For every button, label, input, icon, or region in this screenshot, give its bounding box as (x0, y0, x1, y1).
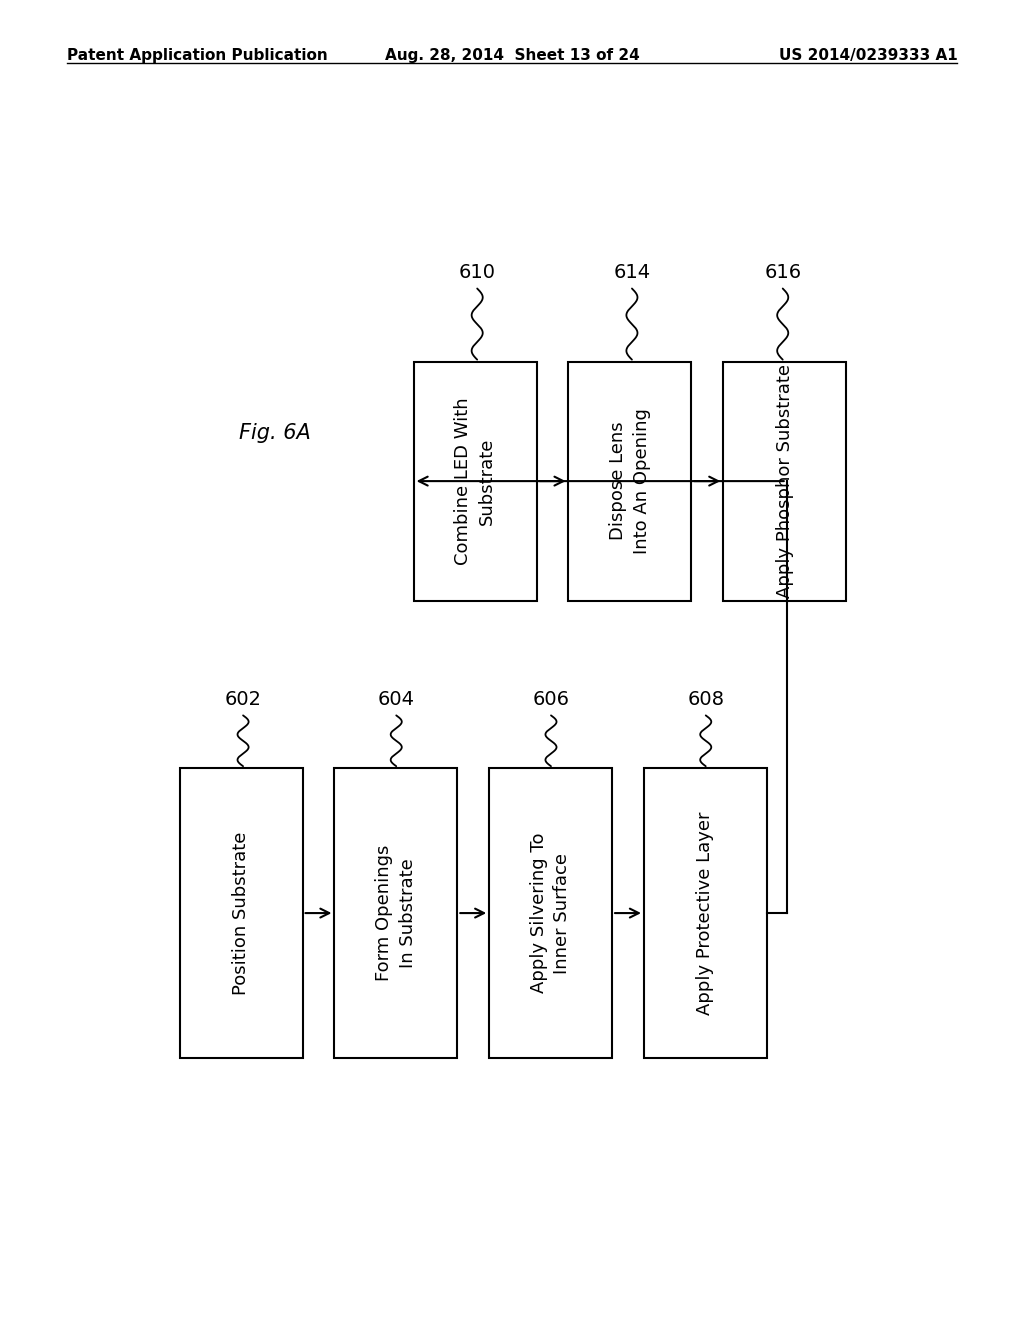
Bar (334, 768, 458, 1057)
Text: Position Substrate: Position Substrate (232, 832, 250, 995)
Text: Combine LED With
Substrate: Combine LED With Substrate (455, 397, 496, 565)
Text: Apply Silvering To
Inner Surface: Apply Silvering To Inner Surface (529, 833, 571, 994)
Text: 616: 616 (764, 264, 802, 282)
Bar (568, 362, 691, 601)
Text: Apply Protective Layer: Apply Protective Layer (696, 812, 715, 1015)
Text: 614: 614 (613, 264, 650, 282)
Text: Fig. 6A: Fig. 6A (240, 422, 311, 442)
Text: Aug. 28, 2014  Sheet 13 of 24: Aug. 28, 2014 Sheet 13 of 24 (385, 48, 639, 62)
Bar (644, 768, 767, 1057)
Text: 606: 606 (532, 690, 569, 709)
Text: 610: 610 (459, 264, 496, 282)
Bar (723, 362, 846, 601)
Bar (179, 768, 303, 1057)
Bar (414, 362, 537, 601)
Text: Apply Phosphor Substrate: Apply Phosphor Substrate (776, 364, 794, 598)
Text: 604: 604 (378, 690, 415, 709)
Text: US 2014/0239333 A1: US 2014/0239333 A1 (778, 48, 957, 62)
Bar (489, 768, 612, 1057)
Text: 608: 608 (687, 690, 724, 709)
Text: Patent Application Publication: Patent Application Publication (67, 48, 328, 62)
Text: Dispose Lens
Into An Opening: Dispose Lens Into An Opening (609, 408, 651, 554)
Text: 602: 602 (224, 690, 261, 709)
Text: Form Openings
In Substrate: Form Openings In Substrate (375, 845, 417, 981)
